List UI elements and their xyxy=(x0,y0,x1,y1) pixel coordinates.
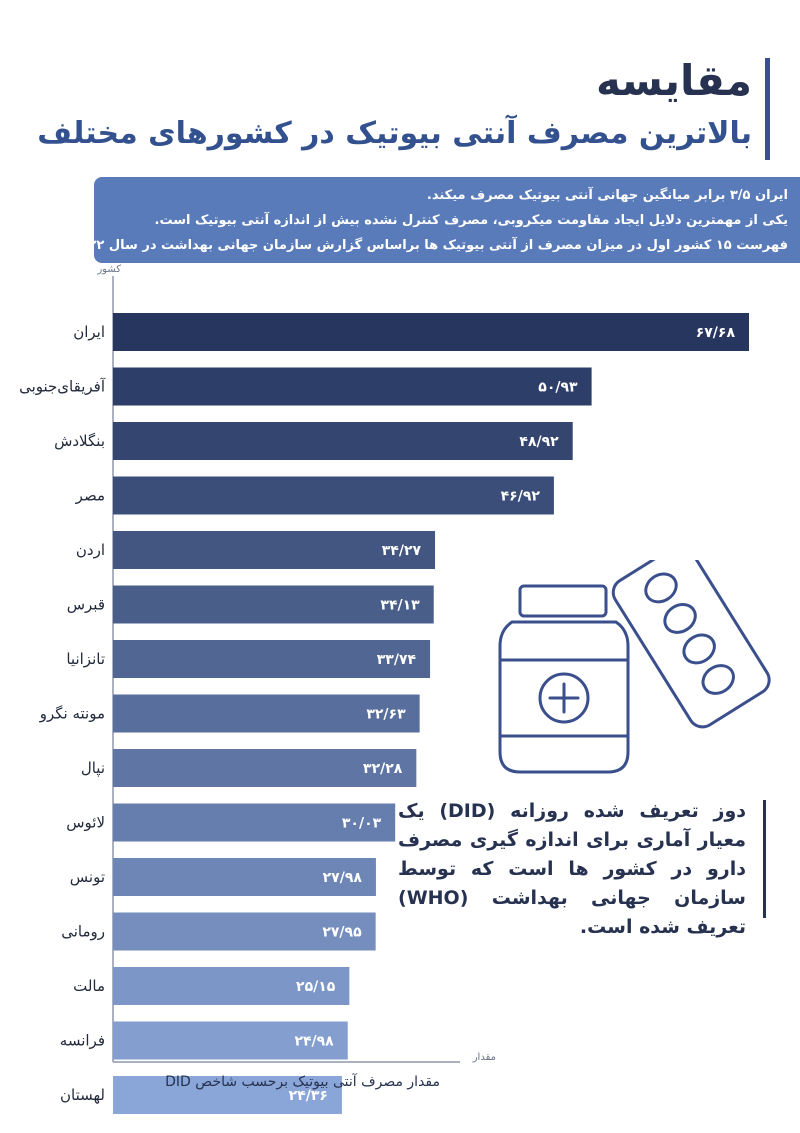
bar-value-label-15: ۲۴/۳۶ xyxy=(289,1088,328,1104)
category-label-3: بنگلادش xyxy=(54,432,105,450)
bar-value-label-3: ۴۸/۹۲ xyxy=(519,434,559,450)
bar-9 xyxy=(113,749,417,787)
bar-10 xyxy=(113,803,396,842)
bar-11 xyxy=(113,858,376,896)
category-label-13: مالت xyxy=(73,977,105,995)
info-line-1: ایران ۳/۵ برابر میانگین جهانی آنتی بیوتی… xyxy=(426,188,788,203)
bar-12 xyxy=(113,912,376,951)
y-axis-name: کشور xyxy=(96,264,121,275)
bar-13 xyxy=(113,967,350,1005)
bar-value-label-8: ۳۲/۶۳ xyxy=(366,707,406,723)
category-label-7: تانزانیا xyxy=(66,650,105,668)
title-accent-rule xyxy=(765,58,770,160)
info-line-3: فهرست ۱۵ کشور اول در میزان مصرف از آنتی … xyxy=(62,238,788,253)
category-label-4: مصر xyxy=(75,487,105,505)
medicine-bottle-icon xyxy=(498,560,771,774)
bar-7 xyxy=(113,640,431,678)
category-label-11: تونس xyxy=(70,868,105,886)
bar-1 xyxy=(113,313,749,351)
category-label-15: لهستان xyxy=(60,1086,105,1104)
bar-value-label-13: ۲۵/۱۵ xyxy=(296,979,336,995)
category-label-1: ایران xyxy=(73,323,105,341)
bar-value-label-4: ۴۶/۹۲ xyxy=(501,489,541,505)
bar-5 xyxy=(113,531,436,569)
bar-3 xyxy=(113,422,573,460)
category-label-9: نپال xyxy=(81,759,105,778)
category-label-12: رومانی xyxy=(61,923,105,941)
page-subtitle: بالاترین مصرف آنتی بیوتیک در کشورهای مخت… xyxy=(37,116,752,151)
bar-value-label-14: ۲۴/۹۸ xyxy=(294,1034,334,1050)
category-label-10: لائوس xyxy=(66,814,105,832)
bar-4 xyxy=(113,476,554,515)
note-accent-rule xyxy=(763,800,766,918)
bar-value-label-5: ۳۴/۲۷ xyxy=(382,543,422,559)
bar-6 xyxy=(113,585,434,624)
bar-8 xyxy=(113,694,420,733)
bar-value-label-9: ۳۲/۲۸ xyxy=(363,761,403,777)
category-label-6: قبرس xyxy=(67,596,105,614)
x-axis-title: مقدار مصرف آنتی بیوتیک برحسب شاخص DID xyxy=(165,1074,440,1090)
did-definition-note: دوز تعریف شده روزانه (DID) یک معیار آمار… xyxy=(398,800,747,938)
info-line-2: یکی از مهمترین دلایل ایجاد مقاومت میکروب… xyxy=(154,213,789,228)
category-label-5: اردن xyxy=(76,541,105,559)
category-label-8: مونته نگرو xyxy=(39,705,105,723)
category-label-14: فرانسه xyxy=(60,1032,105,1050)
category-label-2: آفریقای‌جنوبی xyxy=(19,378,106,396)
bar-value-label-12: ۲۷/۹۵ xyxy=(322,925,362,941)
bar-value-label-7: ۳۳/۷۴ xyxy=(377,652,417,668)
bar-15 xyxy=(113,1076,342,1114)
bar-value-label-6: ۳۴/۱۳ xyxy=(380,598,420,614)
x-axis-name: مقدار xyxy=(472,1052,496,1063)
bar-value-label-2: ۵۰/۹۳ xyxy=(538,380,578,396)
page-title: مقایسه xyxy=(596,56,752,105)
bar-value-label-1: ۶۷/۶۸ xyxy=(696,325,736,341)
info-banner: ایران ۳/۵ برابر میانگین جهانی آنتی بیوتی… xyxy=(62,177,800,263)
bar-14 xyxy=(113,1021,348,1060)
bar-value-label-11: ۲۷/۹۸ xyxy=(323,870,363,886)
bar-2 xyxy=(113,367,592,406)
bar-value-label-10: ۳۰/۰۳ xyxy=(342,816,382,832)
